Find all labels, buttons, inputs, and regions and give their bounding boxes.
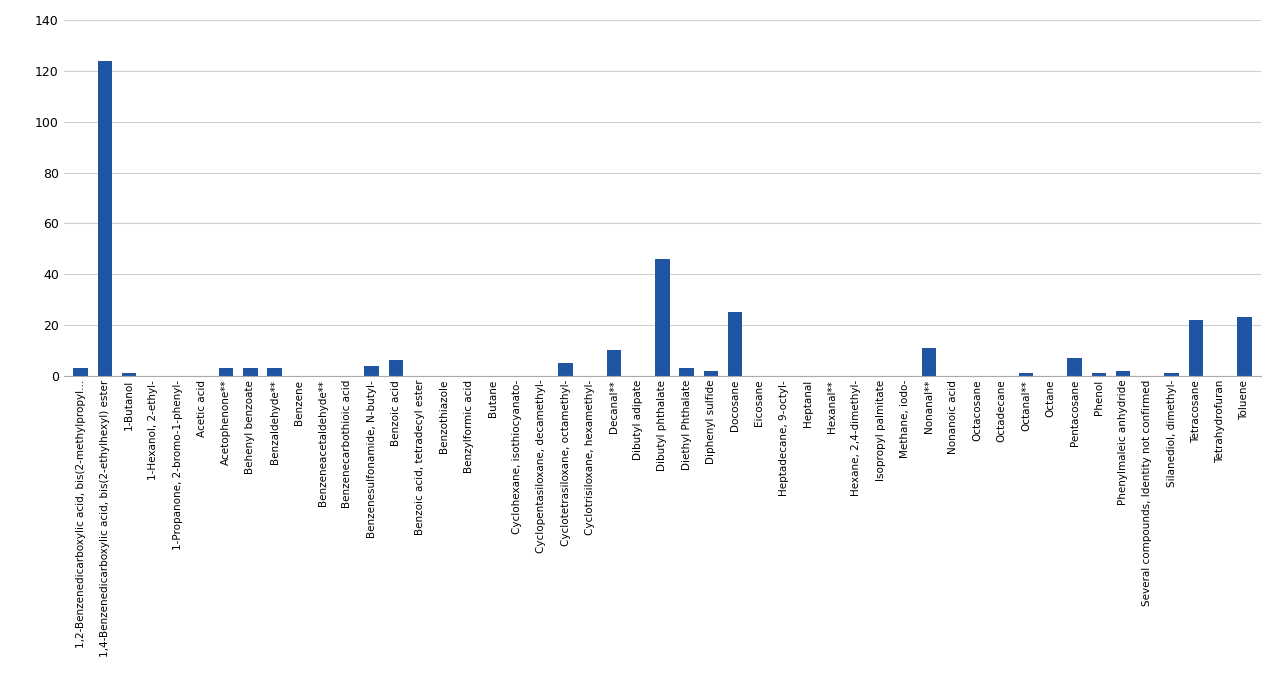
Bar xyxy=(219,368,233,376)
Bar xyxy=(268,368,282,376)
Bar xyxy=(727,312,743,376)
Bar xyxy=(243,368,257,376)
Bar xyxy=(74,368,88,376)
Bar xyxy=(606,350,622,376)
Bar xyxy=(1116,371,1130,376)
Bar xyxy=(389,361,403,376)
Bar xyxy=(1092,373,1106,376)
Bar xyxy=(364,365,378,376)
Bar xyxy=(703,371,719,376)
Bar xyxy=(1237,318,1251,376)
Bar xyxy=(1068,358,1082,376)
Bar xyxy=(922,348,936,376)
Bar xyxy=(558,363,573,376)
Bar xyxy=(679,368,694,376)
Bar xyxy=(1019,373,1033,376)
Bar xyxy=(655,259,670,376)
Bar xyxy=(98,61,112,376)
Bar xyxy=(122,373,136,376)
Bar xyxy=(1189,320,1203,376)
Bar xyxy=(1164,373,1178,376)
